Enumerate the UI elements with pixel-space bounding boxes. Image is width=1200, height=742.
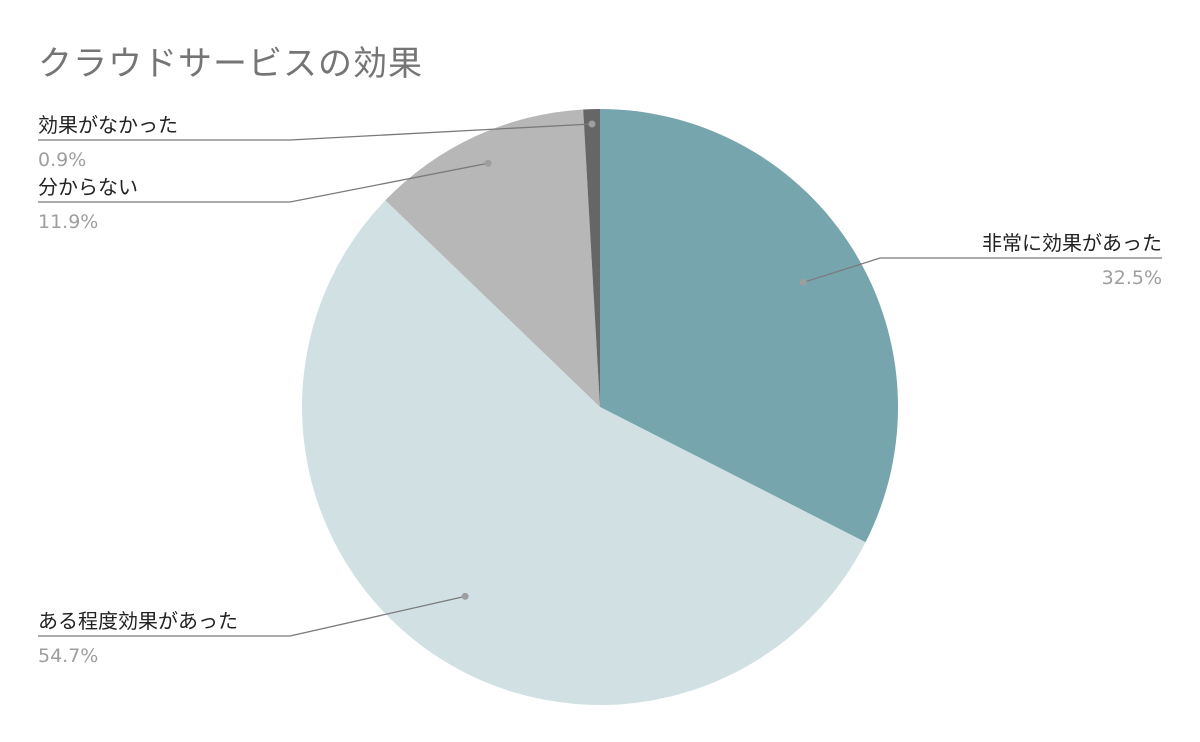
callout-dot-4 xyxy=(588,120,596,128)
callout-line-3 xyxy=(38,162,489,203)
callout-line-4 xyxy=(38,123,593,141)
slice-label-4: 効果がなかった xyxy=(38,113,178,137)
slice-label-1: 非常に効果があった xyxy=(982,231,1162,255)
pie-slice-3 xyxy=(385,109,600,407)
chart-title: クラウドサービスの効果 xyxy=(38,44,423,84)
slice-percent-2: 54.7% xyxy=(38,645,98,667)
slice-percent-3: 11.9% xyxy=(38,211,98,233)
callout-dot-1 xyxy=(799,278,807,286)
callout-line-2 xyxy=(38,595,466,637)
slice-label-3: 分からない xyxy=(38,175,138,199)
pie-slice-4 xyxy=(583,109,600,407)
callout-dot-2 xyxy=(461,592,469,600)
slice-percent-1: 32.5% xyxy=(1102,267,1162,289)
callout-dot-3 xyxy=(484,159,492,167)
slice-label-2: ある程度効果があった xyxy=(38,609,238,633)
pie-slice-1 xyxy=(600,109,898,543)
pie-slice-2 xyxy=(302,200,866,705)
slice-percent-4: 0.9% xyxy=(38,149,86,171)
callout-line-1 xyxy=(803,257,1162,284)
